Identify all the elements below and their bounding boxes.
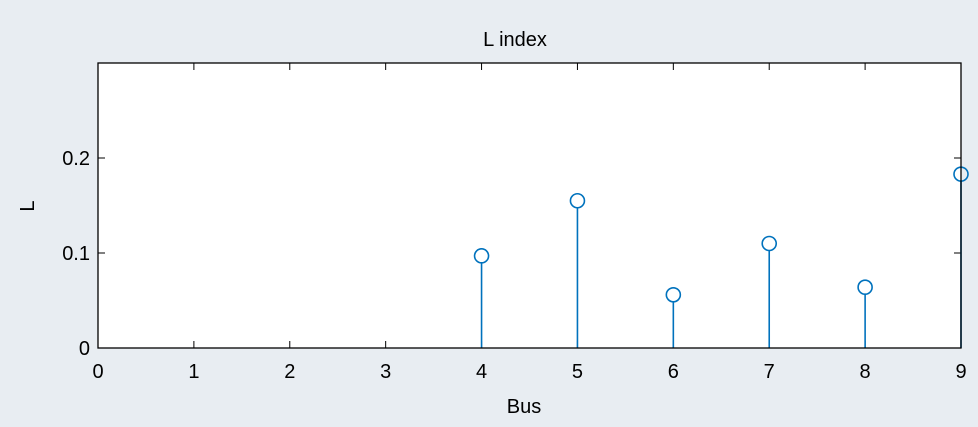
stem-marker (473, 248, 490, 264)
plot-frame (97, 62, 962, 349)
x-tick-label: 5 (572, 361, 583, 383)
x-tick-label: 2 (284, 361, 295, 383)
x-tick-label: 1 (188, 361, 199, 383)
x-tick-label: 4 (476, 361, 487, 383)
plot-area (98, 63, 961, 348)
y-tick-label: 0 (79, 338, 90, 360)
chart-title: L index (483, 29, 547, 51)
stem-marker (857, 279, 873, 296)
x-tick-label: 9 (955, 361, 966, 383)
y-tick-label: 0.2 (62, 148, 90, 170)
x-axis-label: Bus (507, 396, 541, 418)
x-tick-label: 0 (92, 361, 103, 383)
x-tick-label: 6 (668, 361, 679, 383)
x-tick-label: 7 (764, 361, 775, 383)
stem-marker (761, 235, 778, 252)
stem-marker (665, 286, 682, 303)
x-tick-label: 3 (380, 361, 391, 383)
y-tick-label: 0.1 (62, 243, 90, 265)
stem-marker (569, 192, 586, 209)
x-tick-label: 8 (860, 361, 871, 383)
y-axis-label: L (17, 200, 39, 211)
